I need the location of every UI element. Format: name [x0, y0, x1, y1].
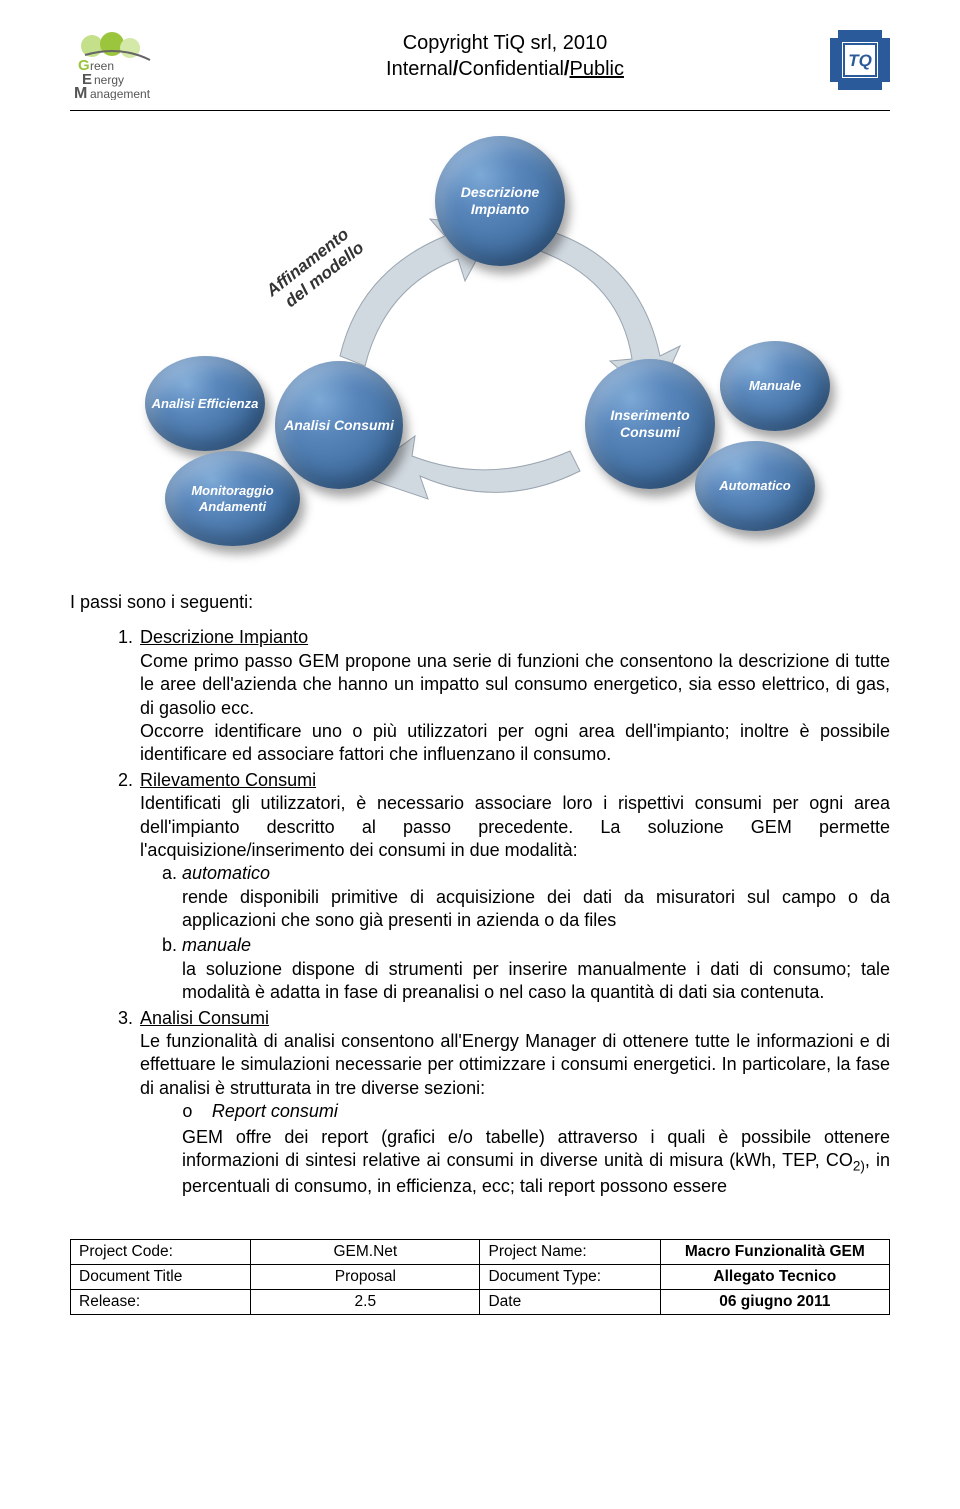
bubble-inserimento-consumi: Inserimento Consumi	[585, 359, 715, 489]
cell-label: Project Code:	[71, 1239, 251, 1264]
bubble-descrizione-impianto: Descrizione Impianto	[435, 136, 565, 266]
document-page: G reen E nergy M anagement Copyright TiQ…	[0, 0, 960, 1509]
cell-value: 06 giugno 2011	[660, 1289, 889, 1314]
intro-text: I passi sono i seguenti:	[70, 591, 890, 614]
cell-label: Project Name:	[480, 1239, 660, 1264]
step-title: Rilevamento Consumi	[140, 770, 316, 790]
report-sub: 2)	[853, 1159, 865, 1174]
sub-manual: manuale la soluzione dispone di strument…	[182, 934, 890, 1004]
sub-auto: automatico rende disponibili primitive d…	[182, 862, 890, 932]
step-body: Come primo passo GEM propone una serie d…	[140, 651, 890, 765]
page-header: G reen E nergy M anagement Copyright TiQ…	[70, 30, 890, 111]
bubble-analisi-efficienza: Analisi Efficienza	[145, 356, 265, 451]
step-body: Le funzionalità di analisi consentono al…	[140, 1031, 890, 1098]
step-title: Analisi Consumi	[140, 1008, 269, 1028]
process-cycle-diagram: Affinamentodel modello Descrizione Impia…	[80, 131, 880, 561]
bubble-analisi-consumi: Analisi Consumi	[275, 361, 403, 489]
header-title: Copyright TiQ srl, 2010 Internal/Confide…	[180, 30, 830, 82]
cell-value: 2.5	[251, 1289, 480, 1314]
logo-tiq: TQ	[830, 30, 890, 90]
classification-line: Internal/Confidential/Public	[180, 56, 830, 82]
step-body: Identificati gli utilizzatori, è necessa…	[140, 793, 890, 860]
cell-value: Allegato Tecnico	[660, 1264, 889, 1289]
bubble-monitoraggio: Monitoraggio Andamenti	[165, 451, 300, 546]
cell-label: Date	[480, 1289, 660, 1314]
cell-value: Proposal	[251, 1264, 480, 1289]
svg-text:nergy: nergy	[94, 73, 124, 87]
bubble-manuale: Manuale	[720, 341, 830, 431]
sub-title: Report consumi	[212, 1101, 338, 1121]
svg-text:anagement: anagement	[90, 87, 151, 100]
logo-gem: G reen E nergy M anagement	[70, 30, 180, 100]
bubble-automatico: Automatico	[695, 441, 815, 531]
report-body-pre: GEM offre dei report (grafici e/o tabell…	[182, 1127, 890, 1170]
sub-list: automatico rende disponibili primitive d…	[140, 862, 890, 1004]
step-2: Rilevamento Consumi Identificati gli uti…	[138, 769, 890, 1005]
step-1: Descrizione Impianto Come primo passo GE…	[138, 626, 890, 766]
cell-value: GEM.Net	[251, 1239, 480, 1264]
step-title: Descrizione Impianto	[140, 627, 308, 647]
cell-label: Release:	[71, 1289, 251, 1314]
sub-body: la soluzione dispone di strumenti per in…	[182, 959, 890, 1002]
circle-list: Report consumi GEM offre dei report (gra…	[140, 1100, 890, 1198]
svg-text:TQ: TQ	[848, 51, 872, 70]
document-body: I passi sono i seguenti: Descrizione Imp…	[70, 591, 890, 1199]
svg-text:reen: reen	[90, 59, 114, 73]
table-row: Release: 2.5 Date 06 giugno 2011	[71, 1289, 890, 1314]
cell-label: Document Title	[71, 1264, 251, 1289]
cell-label: Document Type:	[480, 1264, 660, 1289]
report-consumi: Report consumi GEM offre dei report (gra…	[182, 1100, 890, 1198]
step-3: Analisi Consumi Le funzionalità di anali…	[138, 1007, 890, 1199]
sub-body: rende disponibili primitive di acquisizi…	[182, 887, 890, 930]
svg-text:M: M	[74, 85, 87, 100]
cell-value: Macro Funzionalità GEM	[660, 1239, 889, 1264]
sub-title: automatico	[182, 863, 270, 883]
document-footer-table: Project Code: GEM.Net Project Name: Macr…	[70, 1239, 890, 1315]
sub-title: manuale	[182, 935, 251, 955]
table-row: Document Title Proposal Document Type: A…	[71, 1264, 890, 1289]
table-row: Project Code: GEM.Net Project Name: Macr…	[71, 1239, 890, 1264]
copyright-line: Copyright TiQ srl, 2010	[180, 30, 830, 56]
steps-list: Descrizione Impianto Come primo passo GE…	[70, 626, 890, 1198]
